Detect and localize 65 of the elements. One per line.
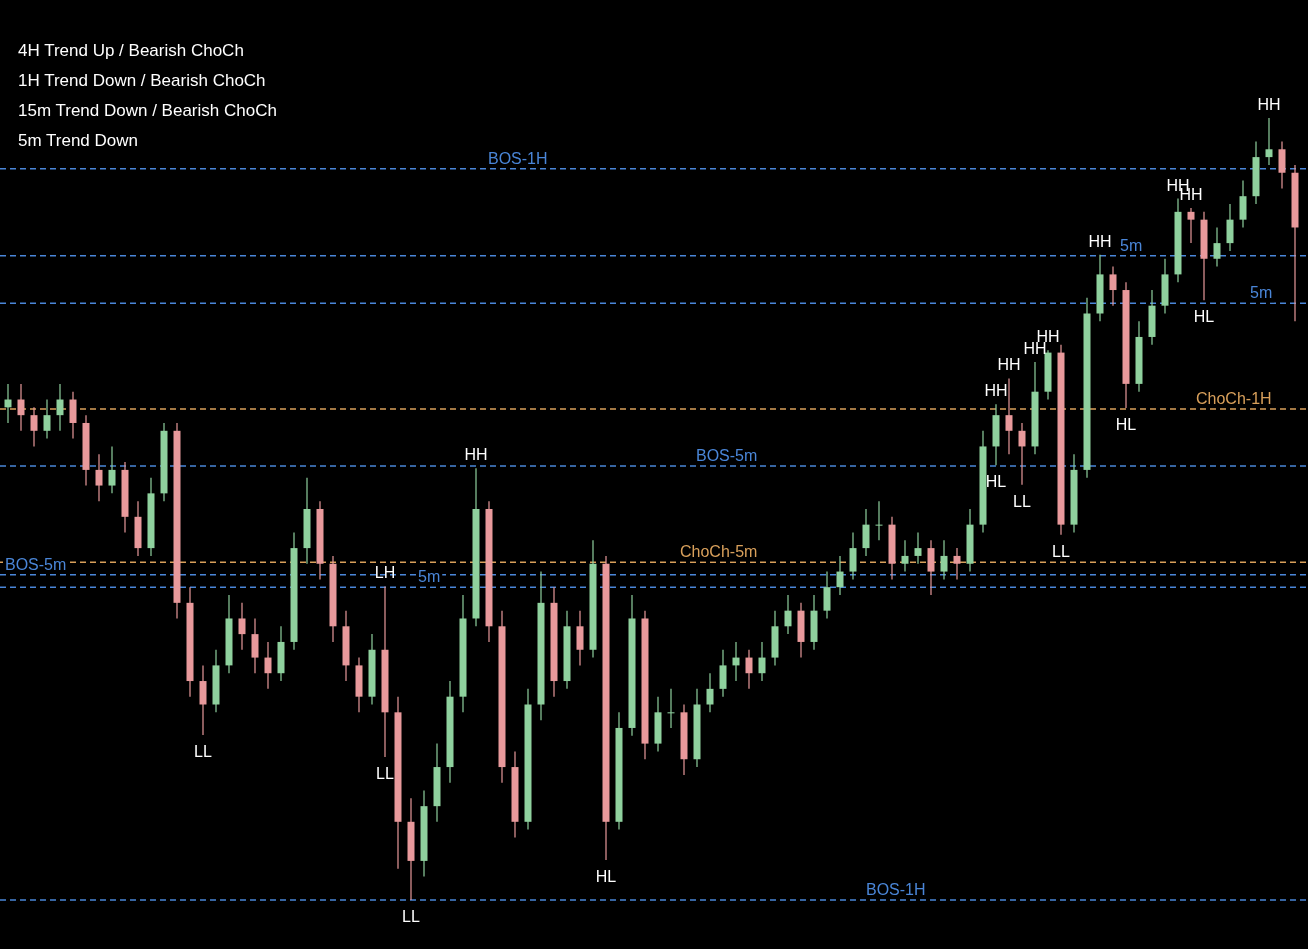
candlestick — [1265, 117, 1273, 166]
annotation: LL — [1052, 542, 1070, 560]
candlestick — [862, 508, 870, 557]
candlestick — [1005, 377, 1013, 455]
annotation: HL — [985, 473, 1007, 491]
text: 4H Trend Up / Bearish ChoCh — [18, 41, 244, 60]
ref-line-label: ChoCh-5m — [680, 543, 758, 561]
candlestick — [1187, 207, 1195, 244]
candlestick — [238, 602, 246, 651]
annotation: 5m Trend Down — [18, 131, 138, 150]
candlestick — [940, 539, 948, 580]
annotation: 15m Trend Down / Bearish ChoCh — [18, 101, 277, 120]
candlestick — [108, 445, 116, 494]
candlestick — [875, 500, 883, 541]
text: 1H Trend Down / Bearish ChoCh — [18, 71, 266, 90]
annotation: HH — [1257, 96, 1281, 113]
ref-line-label: BOS-5m — [696, 446, 758, 464]
candlestick — [1278, 140, 1286, 189]
candlestick — [953, 547, 961, 580]
candlestick — [901, 539, 909, 573]
candlestick — [17, 383, 25, 432]
candlestick — [43, 398, 51, 440]
annotation: LL — [402, 908, 420, 925]
candlestick — [30, 406, 38, 448]
ref-line-label: BOS-1H — [488, 149, 548, 167]
ref-line-label: BOS-1H — [866, 881, 926, 898]
candlestick — [784, 594, 792, 635]
annotation: LH — [374, 564, 396, 582]
annotation: LL — [194, 743, 212, 760]
candlestick — [95, 453, 103, 502]
annotation: HH — [984, 382, 1008, 400]
candlestick — [1213, 226, 1221, 268]
candlestick — [576, 610, 584, 666]
candlestick — [849, 531, 857, 580]
candlestick — [264, 641, 272, 690]
annotation: HH — [1088, 232, 1112, 250]
candlestick — [836, 555, 844, 596]
annotation: LL — [376, 764, 394, 782]
annotation: HH — [997, 356, 1021, 374]
candlestick — [69, 391, 77, 440]
candlestick — [1018, 422, 1026, 486]
annotation: HH — [464, 446, 488, 464]
ref-line-label: 5m — [418, 568, 441, 586]
candlestick — [251, 617, 259, 674]
candlestick — [1239, 179, 1247, 229]
candlestick — [706, 672, 714, 713]
candlestick — [758, 641, 766, 682]
candlestick — [745, 649, 753, 690]
annotation: LL — [1013, 492, 1031, 510]
candlestick — [199, 664, 207, 736]
candlestick — [914, 531, 922, 565]
candlestick — [719, 649, 727, 698]
ref-line-label: BOS-5m — [5, 555, 67, 573]
ref-line-label: ChoCh-1H — [1196, 389, 1272, 407]
candlestick — [56, 383, 64, 432]
annotation: HL — [595, 868, 617, 886]
annotation: HL — [1115, 416, 1137, 434]
annotation: HL — [1193, 308, 1215, 326]
ref-line-label: 5m — [1250, 284, 1273, 302]
candlestick — [927, 539, 935, 596]
candlestick — [1109, 265, 1117, 307]
ref-line-label: 5m — [1120, 236, 1143, 254]
candlestick — [1226, 203, 1234, 252]
candlestick — [823, 570, 831, 620]
candlestick — [667, 688, 675, 729]
